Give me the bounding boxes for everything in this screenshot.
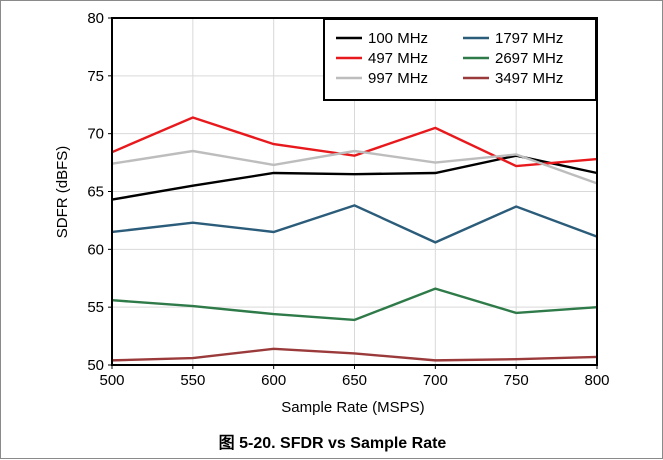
x-tick-label: 750 (504, 372, 529, 389)
y-tick-label: 50 (87, 357, 104, 374)
y-tick-label: 65 (87, 184, 104, 201)
x-tick-label: 700 (423, 372, 448, 389)
y-axis-label: SDFR (dBFS) (54, 146, 71, 239)
series-lines (111, 116, 598, 362)
y-tick-label: 75 (87, 68, 104, 85)
legend-label: 100 MHz (368, 30, 428, 47)
x-tick-label: 800 (584, 372, 609, 389)
series-line-497-mhz (111, 116, 598, 168)
figure-caption: 图 5-20. SFDR vs Sample Rate (218, 435, 447, 452)
tick-labels: 500 550 600 650 700 750 800 50 55 60 65 70 75 80 (87, 10, 609, 389)
legend-label: 2697 MHz (495, 50, 563, 67)
y-tick-label: 55 (87, 299, 104, 316)
series-line-1797-mhz (111, 204, 598, 244)
series-line-2697-mhz (111, 287, 598, 322)
y-tick-label: 80 (87, 10, 104, 27)
x-tick-label: 550 (180, 372, 205, 389)
legend-label: 1797 MHz (495, 30, 563, 47)
y-tick-label: 70 (87, 126, 104, 143)
x-tick-label: 500 (99, 372, 124, 389)
x-tick-label: 600 (261, 372, 286, 389)
legend-box (323, 18, 597, 101)
series-line-997-mhz (111, 149, 598, 185)
legend-label: 497 MHz (368, 50, 428, 67)
y-tick-label: 60 (87, 241, 104, 258)
series-line-3497-mhz (111, 347, 598, 362)
legend-label: 3497 MHz (495, 70, 563, 87)
legend: 100 MHz 497 MHz 997 MHz 1797 MHz 2697 MHz 349… (323, 18, 597, 101)
x-tick-label: 650 (342, 372, 367, 389)
legend-label: 997 MHz (368, 70, 428, 87)
x-axis-label: Sample Rate (MSPS) (281, 399, 424, 416)
